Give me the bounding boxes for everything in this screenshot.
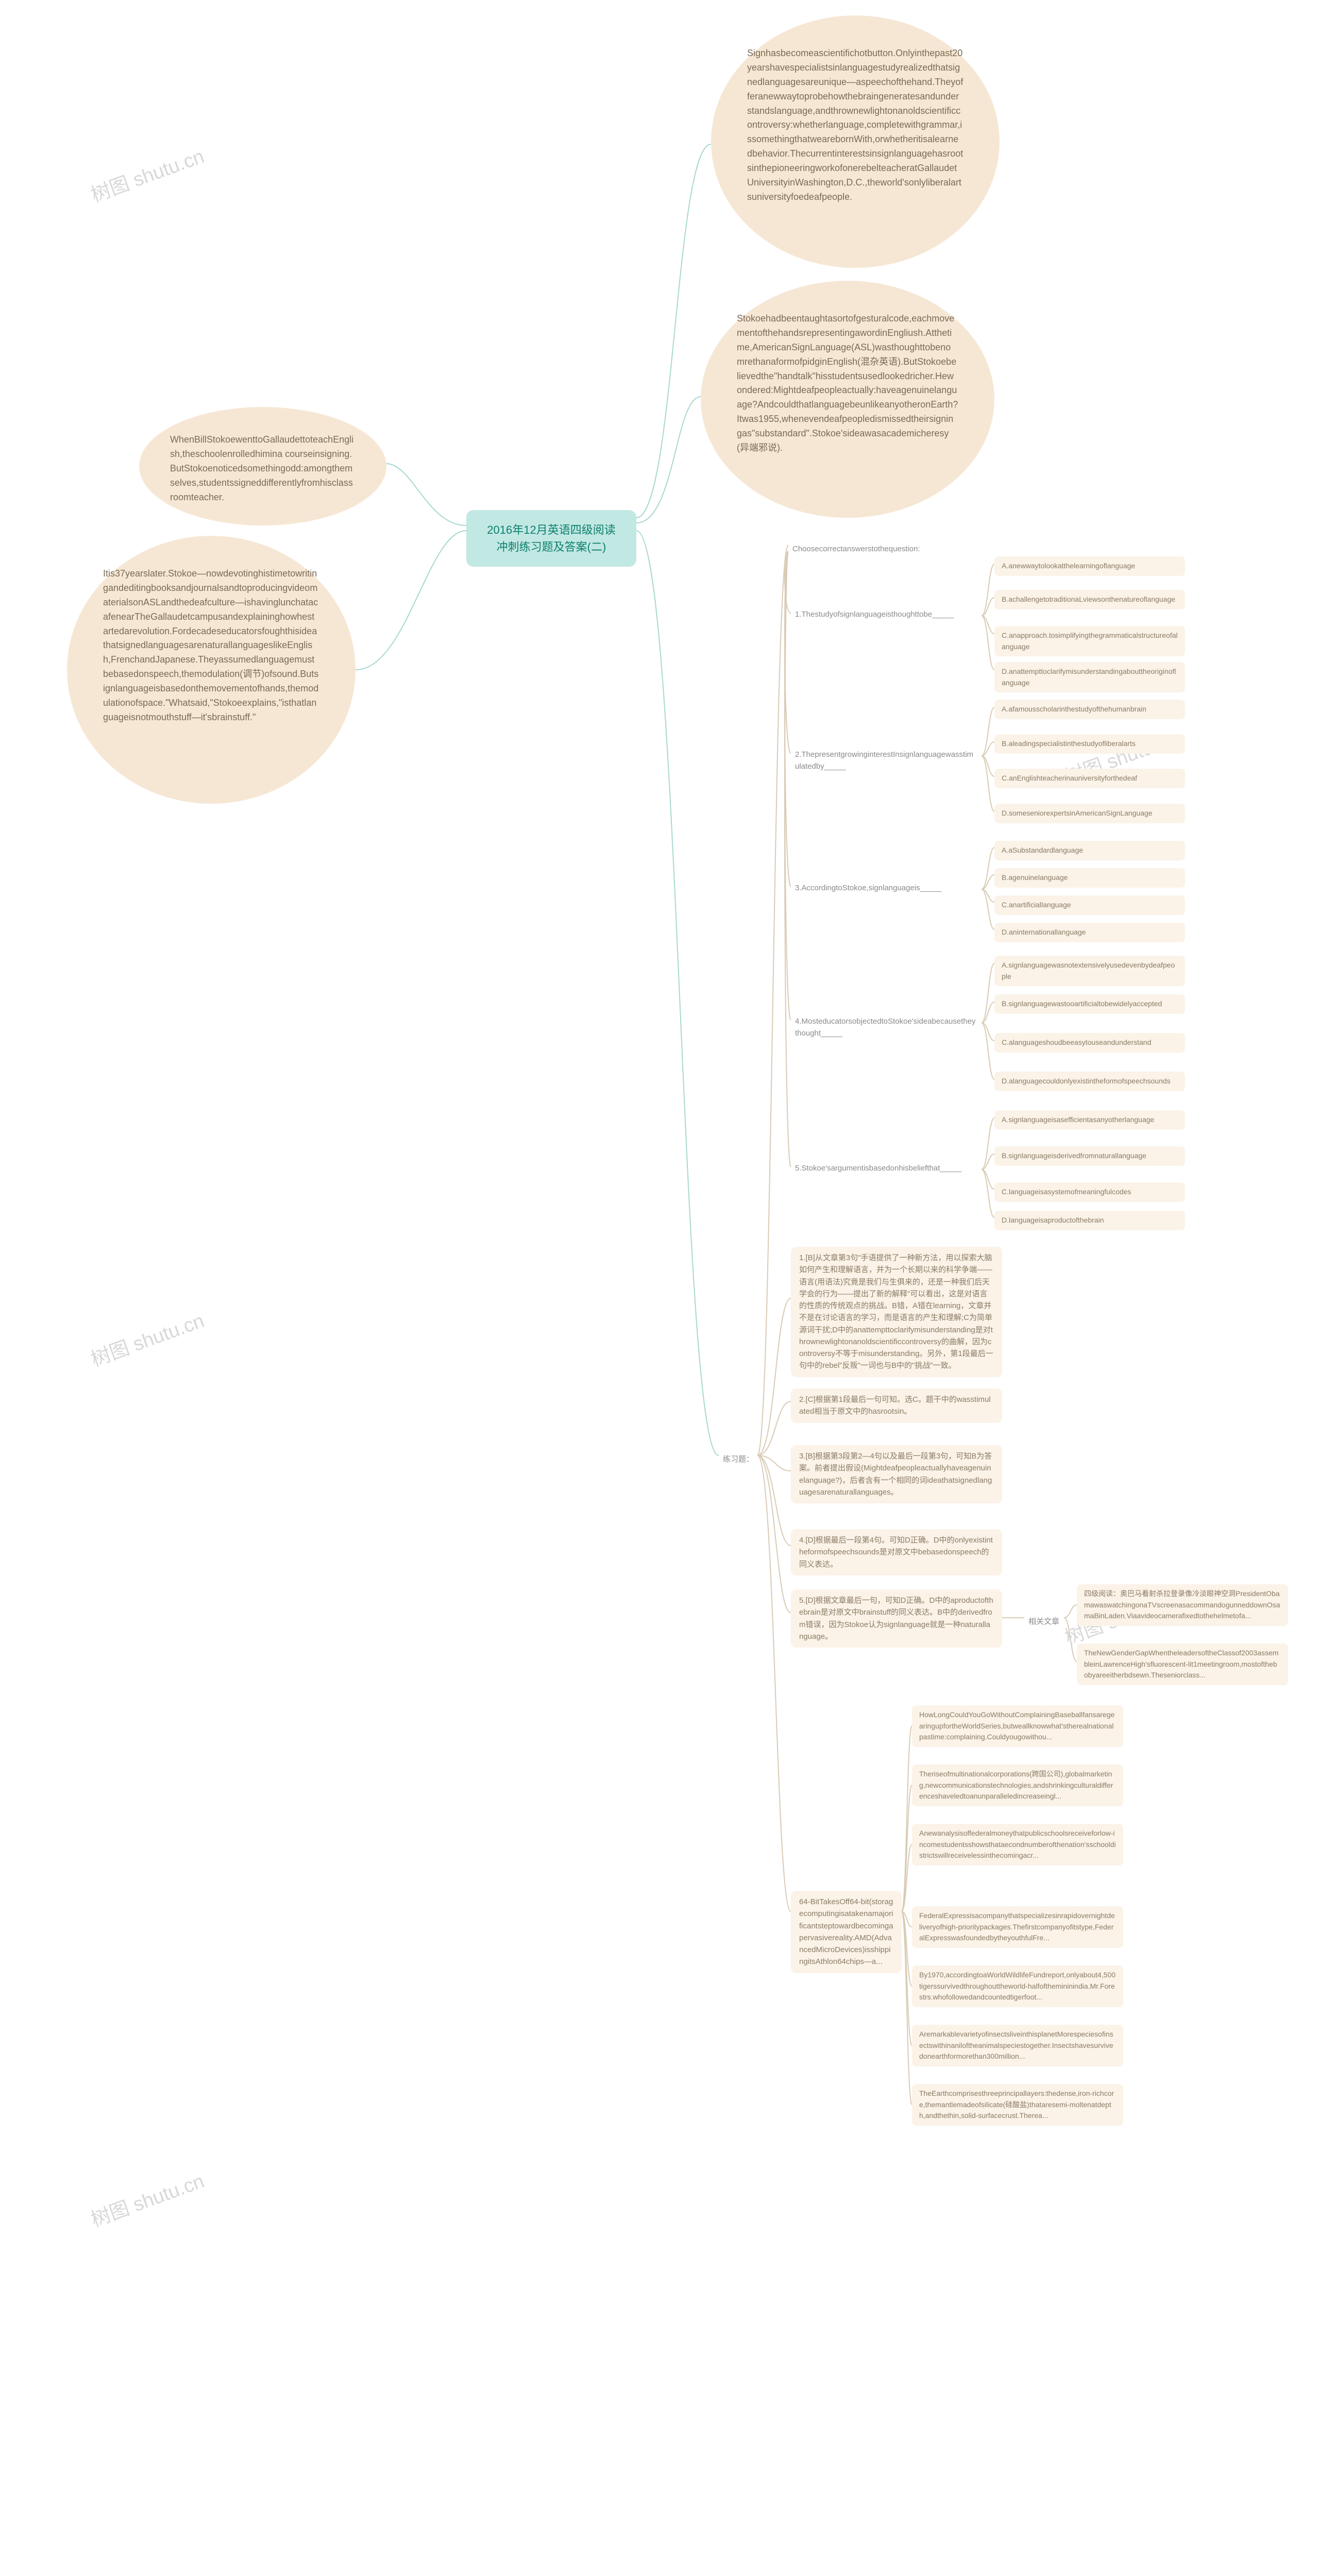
answer-4[interactable]: 4.[D]根据最后一段第4句。可知D正确。D中的onlyexistinthefo… [791,1529,1002,1575]
questions-header[interactable]: Choosecorrectanswerstothequestion: [788,540,984,558]
q4-stem[interactable]: 4.MosteducatorsobjectedtoStokoe'sideabec… [791,1012,982,1043]
q5-opt-b[interactable]: B.signlanguageisderivedfromnaturallangua… [994,1146,1185,1166]
q4-opt-a[interactable]: A.signlanguagewasnotextensivelyusedevenb… [994,956,1185,986]
q2-stem[interactable]: 2.ThepresentgrowinginterestInsignlanguag… [791,745,982,776]
q4-opt-d[interactable]: D.alanguagecouldonlyexistintheformofspee… [994,1072,1185,1091]
answer-1[interactable]: 1.[B]从文章第3句"手语提供了一种新方法，用以探索大脑如何产生和理解语言，并… [791,1247,1002,1377]
q3-opt-c[interactable]: C.anartificiallanguage [994,895,1185,915]
q5-opt-c[interactable]: C.languageisasystemofmeaningfulcodes [994,1182,1185,1202]
q2-opt-d[interactable]: D.someseniorexpertsinAmericanSignLanguag… [994,804,1185,823]
related-label[interactable]: 相关文章 [1024,1613,1063,1631]
q1-stem[interactable]: 1.Thestudyofsignlanguageisthoughttobe___… [791,605,982,623]
q5-opt-a[interactable]: A.signlanguageisasefficientasanyotherlan… [994,1110,1185,1130]
q4-opt-c[interactable]: C.alanguageshoudbeeasytouseandunderstand [994,1033,1185,1053]
q4-opt-b[interactable]: B.signlanguagewastooartificialtobewidely… [994,994,1185,1014]
bottom-root[interactable]: 64-BitTakesOff64-bit(storagecomputingisa… [791,1891,902,1973]
q2-opt-c[interactable]: C.anEnglishteacherinauniversityforthedea… [994,769,1185,788]
q1-opt-a[interactable]: A.anewwaytolookatthelearningoflanguage [994,556,1185,576]
q5-stem[interactable]: 5.Stokoe'sargumentisbasedonhisbeliefthat… [791,1159,982,1177]
q3-opt-d[interactable]: D.aninternationallanguage [994,923,1185,942]
bottom-1[interactable]: HowLongCouldYouGoWithoutComplainingBaseb… [912,1705,1123,1747]
q1-opt-d[interactable]: D.anattempttoclarifymisunderstandingabou… [994,662,1185,692]
answer-3[interactable]: 3.[B]根据第3段第2—4句以及最后一段第3句，可知B为答案。前者提出假设(M… [791,1445,1002,1503]
bottom-2[interactable]: Theriseofmultinationalcorporations(跨国公司)… [912,1765,1123,1806]
bottom-4[interactable]: FederalExpressisacompanythatspecializesi… [912,1906,1123,1948]
left-node-1[interactable]: WhenBillStokoewenttoGallaudettoteachEngl… [139,407,386,526]
q2-opt-b[interactable]: B.aleadingspecialistinthestudyofliberala… [994,734,1185,754]
q1-opt-c[interactable]: C.anapproach.tosimplifyingthegrammatical… [994,626,1185,656]
q3-opt-a[interactable]: A.aSubstandardlanguage [994,841,1185,860]
answer-5[interactable]: 5.[D]根据文章最后一句，可知D正确。D中的aproductofthebrai… [791,1589,1002,1648]
watermark: 树图 shutu.cn [87,140,208,207]
q3-opt-b[interactable]: B.agenuinelanguage [994,868,1185,888]
right-top-1[interactable]: Signhasbecomeascientifichotbutton.Onlyin… [711,15,1000,268]
q3-stem[interactable]: 3.AccordingtoStokoe,signlanguageis_____ [791,879,982,897]
bottom-7[interactable]: TheEarthcomprisesthreeprincipallayers:th… [912,2084,1123,2126]
bottom-6[interactable]: Aremarkablevarietyofinsectsliveinthispla… [912,2025,1123,2066]
watermark: 树图 shutu.cn [87,1304,208,1371]
left-node-2[interactable]: Itis37yearslater.Stokoe—nowdevotinghisti… [67,536,356,804]
related-1[interactable]: 四级阅读：奥巴马看射杀拉登录像冷淡眼神空洞PresidentObamawaswa… [1077,1584,1288,1626]
central-topic[interactable]: 2016年12月英语四级阅读 冲刺练习题及答案(二) [466,510,636,567]
connector-layer [0,0,1319,2576]
bottom-5[interactable]: By1970,accordingtoaWorldWildlifeFundrepo… [912,1965,1123,2007]
practice-label[interactable]: 练习题： [719,1450,758,1468]
right-top-2[interactable]: Stokoehadbeentaughtasortofgesturalcode,e… [701,281,994,518]
bottom-3[interactable]: Anewanalysisoffederalmoneythatpublicscho… [912,1824,1123,1866]
watermark: 树图 shutu.cn [87,2165,208,2232]
q5-opt-d[interactable]: D.languageisaproductofthebrain [994,1211,1185,1230]
q2-opt-a[interactable]: A.afamousscholarinthestudyofthehumanbrai… [994,700,1185,719]
related-2[interactable]: TheNewGenderGapWhentheleadersoftheClasso… [1077,1643,1288,1685]
q1-opt-b[interactable]: B.achallengetotraditionaLviewsonthenatur… [994,590,1185,609]
answer-2[interactable]: 2.[C]根据第1段最后一句可知。选C。题干中的wasstimulated相当于… [791,1388,1002,1423]
